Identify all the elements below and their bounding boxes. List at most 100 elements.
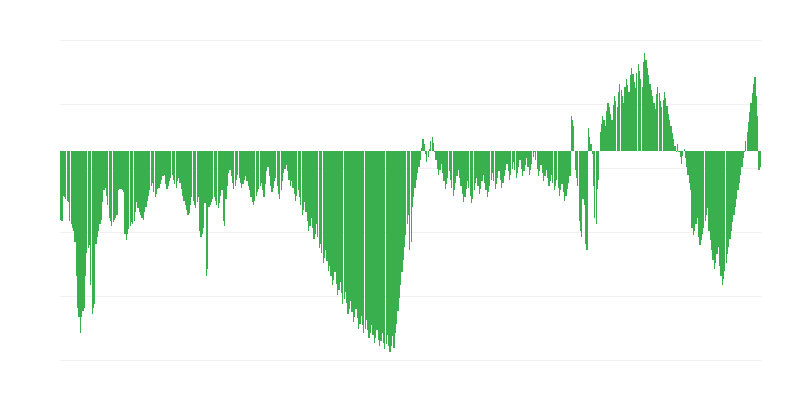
bar [495, 150, 498, 184]
bar [736, 150, 738, 199]
bar [442, 150, 444, 174]
bar [96, 150, 98, 238]
bar [697, 150, 700, 238]
bar [224, 150, 226, 227]
bar [519, 150, 521, 161]
bar [553, 150, 555, 191]
bar [335, 150, 337, 284]
bar [396, 150, 398, 324]
bar [578, 150, 580, 222]
bar [145, 150, 147, 208]
bar [195, 150, 197, 209]
bar [679, 150, 681, 158]
bar [347, 150, 349, 314]
bar [250, 150, 252, 197]
bar [481, 150, 483, 182]
bar [201, 150, 203, 234]
bar [654, 109, 656, 151]
bar [213, 150, 215, 197]
bar [515, 150, 517, 178]
bar [149, 150, 151, 191]
bar [208, 150, 210, 208]
bar [619, 83, 621, 151]
bar [667, 113, 669, 151]
bar [480, 150, 482, 190]
bar [268, 150, 270, 177]
bar [607, 102, 609, 151]
bar [403, 150, 406, 247]
bar [331, 150, 333, 286]
bar [585, 150, 587, 244]
bar [447, 150, 449, 178]
bar [171, 150, 173, 176]
bar [413, 150, 415, 197]
bar [264, 150, 266, 184]
bar [461, 150, 463, 195]
bar [346, 150, 348, 304]
bar [658, 93, 660, 151]
bar [359, 150, 361, 324]
bar [246, 150, 248, 182]
bar [691, 150, 693, 228]
bar [502, 150, 504, 183]
bar [440, 150, 442, 164]
bar [179, 150, 181, 183]
bar [478, 150, 480, 195]
bar [83, 150, 85, 308]
bar [184, 150, 186, 206]
bar [401, 150, 403, 273]
bar [675, 150, 677, 152]
bar [288, 150, 290, 180]
bar [579, 150, 582, 231]
bar [289, 150, 291, 186]
bar [514, 150, 516, 170]
bar [230, 150, 232, 177]
bar [629, 75, 631, 151]
bar [631, 67, 633, 151]
bar [755, 96, 757, 151]
bar [583, 150, 585, 206]
bar [367, 150, 369, 330]
bar [616, 107, 618, 151]
bar [186, 150, 188, 210]
bar [463, 150, 465, 202]
bar [604, 126, 606, 151]
bar [493, 150, 495, 182]
bar [361, 150, 364, 325]
bar [445, 150, 448, 184]
bar [258, 150, 260, 190]
bar [613, 96, 616, 151]
bar [226, 150, 228, 186]
bar [700, 150, 702, 241]
bar [419, 150, 421, 161]
bar [573, 126, 575, 151]
bar [86, 150, 88, 254]
bar [70, 150, 72, 225]
bar [333, 150, 335, 280]
bar [448, 150, 450, 172]
bar [117, 150, 119, 191]
bar [469, 150, 471, 196]
bar [753, 83, 755, 151]
bar [729, 150, 731, 240]
bar [280, 150, 282, 191]
bar [745, 141, 747, 151]
bar [74, 150, 76, 242]
bar [380, 150, 382, 342]
bar [569, 150, 571, 177]
bar [739, 150, 742, 176]
bar [271, 150, 273, 193]
bar [494, 150, 496, 190]
bar [694, 150, 696, 231]
bar [617, 91, 620, 151]
bar [641, 86, 643, 151]
bar [394, 150, 396, 334]
bar [168, 150, 171, 182]
bar [671, 132, 673, 151]
bar [172, 150, 175, 180]
bar [418, 150, 420, 167]
bar [581, 150, 583, 238]
bar [71, 150, 74, 228]
gridline [60, 296, 761, 297]
bar [701, 150, 704, 234]
